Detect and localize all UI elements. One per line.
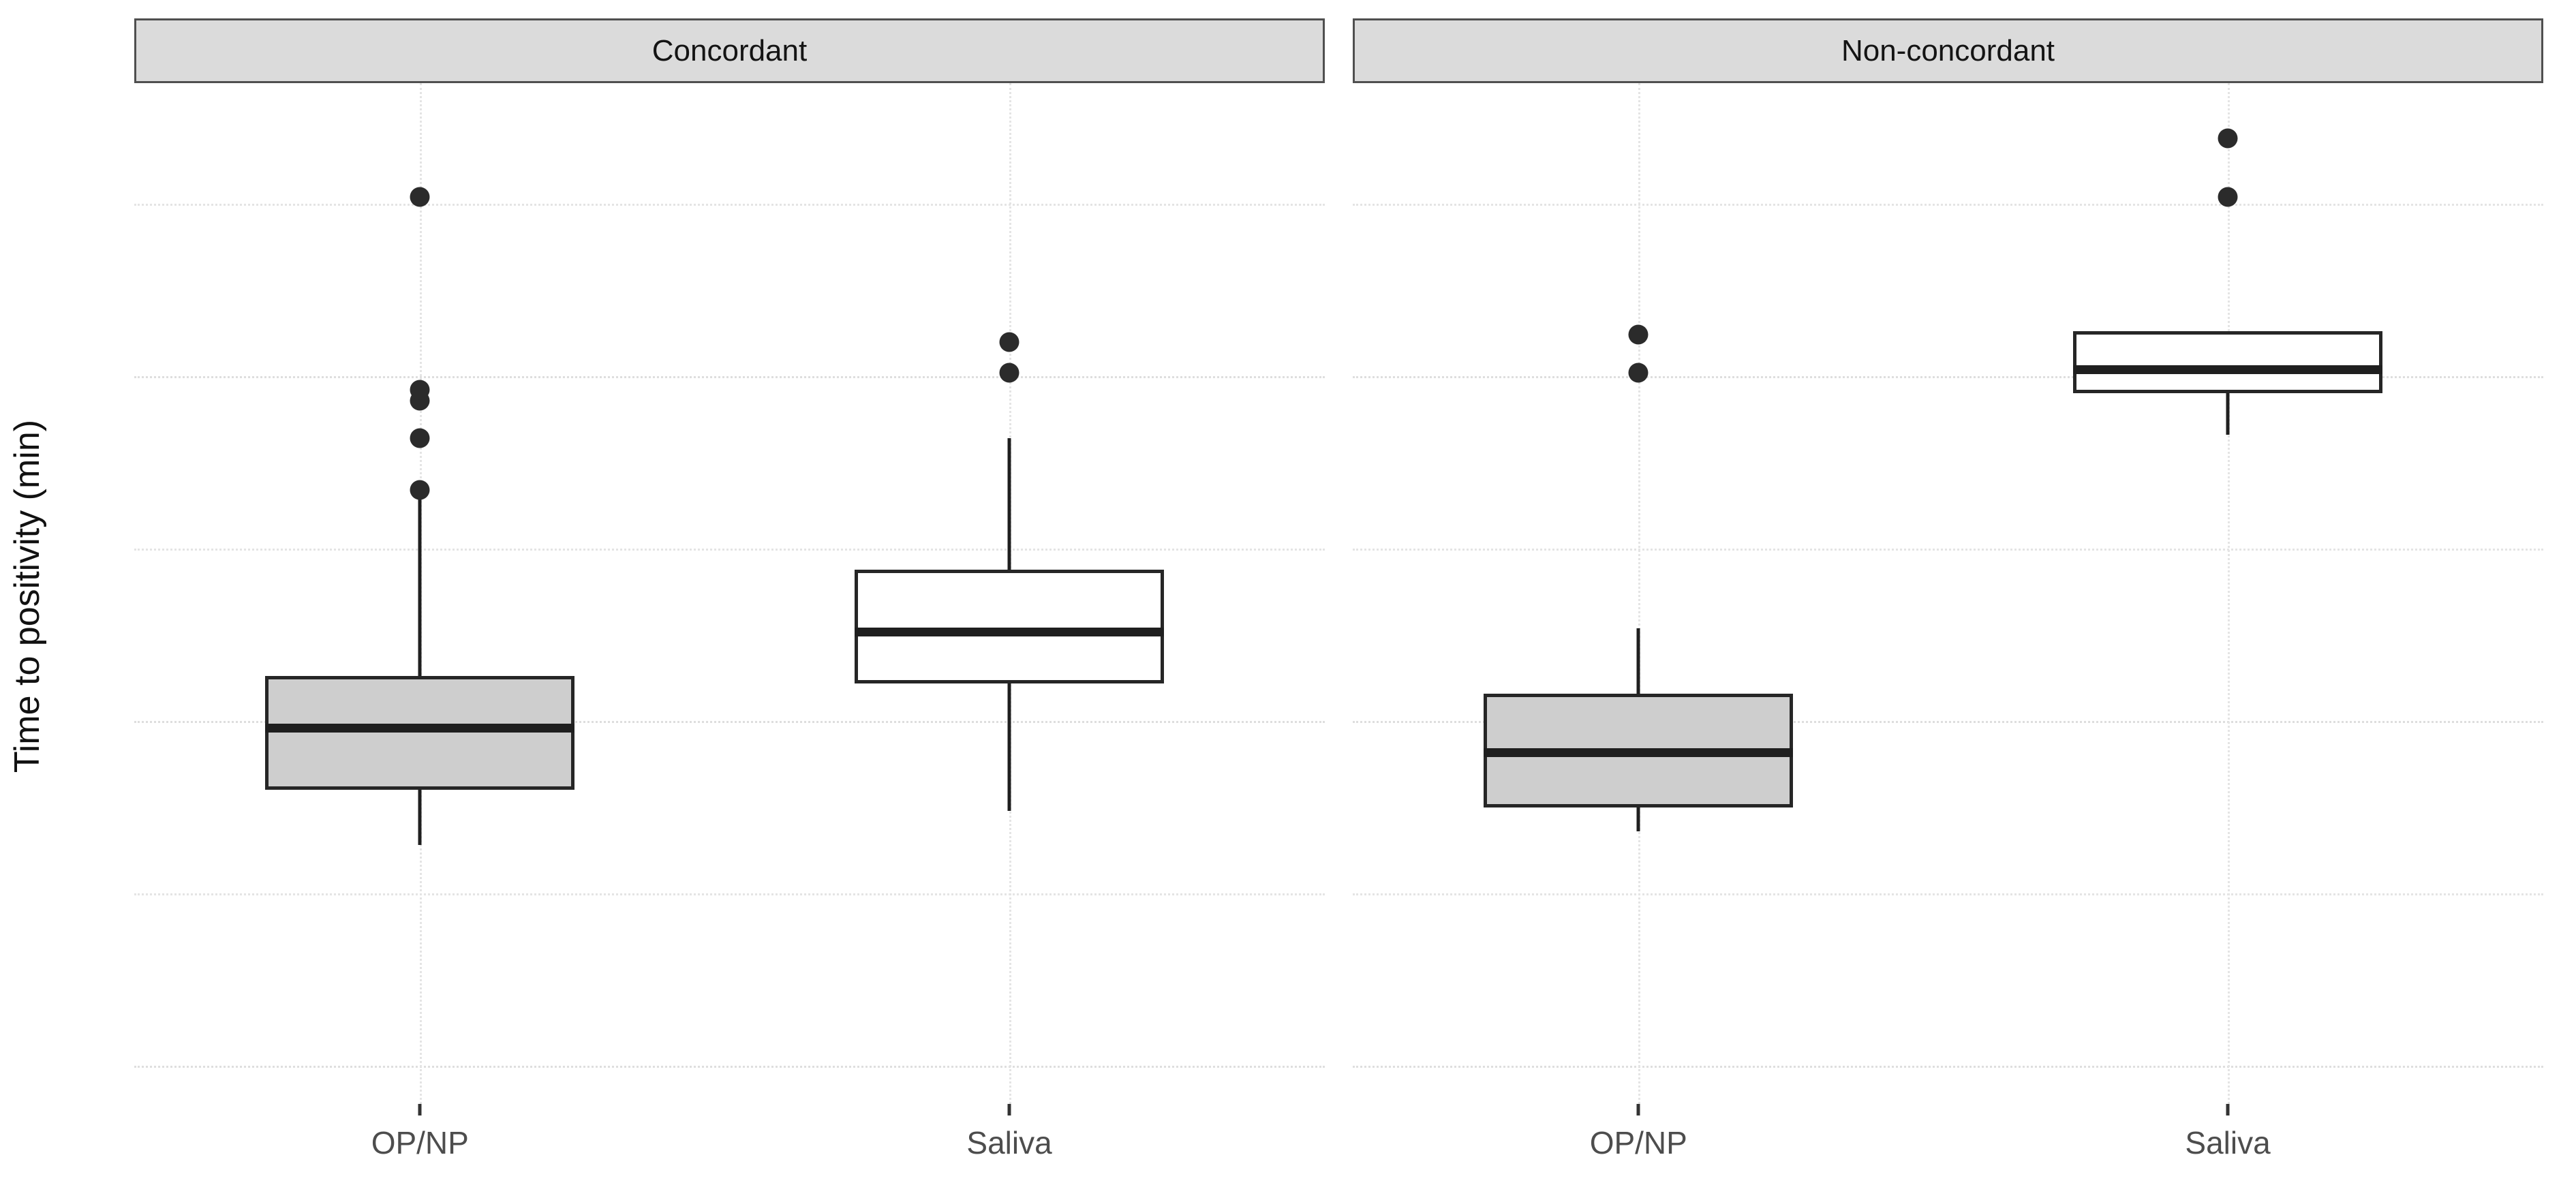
y-gridline-minor [134,549,1325,551]
x-tick-mark [2226,1104,2230,1115]
facet-strip-label: Non-concordant [1841,33,2055,67]
y-axis-title: Time to positivity (min) [7,419,47,773]
outlier-dot [999,332,1019,352]
y-gridline-minor [134,893,1325,896]
boxplot-whisker-lower [1636,807,1640,832]
boxplot-box [854,569,1165,683]
boxplot-median [265,724,575,733]
x-tick-mark [1007,1104,1011,1115]
x-tick-mark [1636,1104,1640,1115]
boxplot-whisker-upper [418,497,422,677]
boxplot-whisker-upper [1636,628,1640,694]
boxplot-whisker-lower [418,790,422,846]
y-gridline-major [134,376,1325,379]
outlier-dot [999,363,1019,383]
y-gridline-major [134,721,1325,724]
boxplot-whisker-lower [1007,683,1011,811]
plot-area [1353,83,2543,1104]
y-gridline-major [1353,721,2543,724]
outlier-dot [410,380,430,400]
boxplot-whisker-upper [1007,438,1011,570]
boxplot-median [1484,748,1794,757]
boxplot-median [854,627,1165,636]
plot-area [134,83,1325,1104]
x-gridline [1638,83,1641,1104]
y-gridline-major [1353,376,2543,379]
y-gridline-minor [1353,893,2543,896]
y-gridline-major [134,1066,1325,1068]
boxplot-whisker-lower [2226,393,2230,435]
facet-strip-label: Concordant [651,33,808,67]
y-gridline-minor [1353,549,2543,551]
outlier-dot [2218,187,2238,207]
x-tick-label: OP/NP [1589,1125,1687,1160]
outlier-dot [410,480,430,500]
boxplot-box [265,676,575,790]
outlier-dot [1628,363,1649,383]
x-gridline [2228,83,2230,1104]
facet-strip: Non-concordant [1353,18,2543,83]
y-gridline-major [1353,1066,2543,1068]
facet-panel: Concordant OP/NP Saliva [134,18,1325,1160]
boxplot-box [2072,331,2383,394]
facet-strip: Concordant [134,18,1325,83]
x-tick-label: Saliva [966,1125,1052,1160]
y-gridline-minor [1353,204,2543,206]
outlier-dot [2218,128,2238,149]
x-tick-label: OP/NP [371,1125,469,1160]
boxplot-median [2072,365,2383,375]
x-tick-label: Saliva [2185,1125,2271,1160]
x-tick-mark [418,1104,422,1115]
outlier-dot [410,428,430,448]
outlier-dot [410,187,430,207]
facet-panel: Non-concordant OP/NP Saliva [1353,18,2543,1160]
y-gridline-minor [134,204,1325,206]
outlier-dot [1628,324,1649,345]
